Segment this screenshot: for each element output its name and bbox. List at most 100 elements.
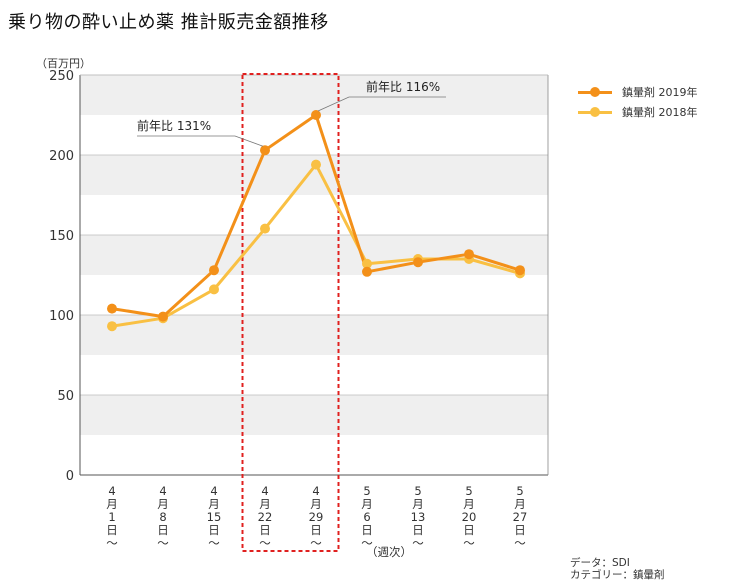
data-point <box>260 223 270 234</box>
x-tick-label-part: 月 <box>412 497 424 511</box>
x-tick-label-part: 4 <box>108 484 115 498</box>
source-note: データ：SDI カテゴリー：鎮暈剤 <box>570 557 665 581</box>
series-points <box>107 110 525 332</box>
x-tick-label-part: 29 <box>309 510 324 524</box>
x-tick-label-part: 22 <box>258 510 273 524</box>
background-band <box>80 75 548 115</box>
data-point <box>362 258 372 269</box>
x-tick-label-part: 月 <box>259 497 271 511</box>
x-tick-label-part: 日 <box>463 523 475 537</box>
y-tick-label: 50 <box>57 389 74 404</box>
x-tick-label-part: 日 <box>259 523 271 537</box>
data-point <box>260 145 270 156</box>
x-tick-label-part: 5 <box>516 484 523 498</box>
x-tick-label-part: 13 <box>411 510 426 524</box>
x-tick-label-part: 月 <box>157 497 169 511</box>
y-tick-label: 150 <box>49 229 74 244</box>
x-tick-label-part: 4 <box>261 484 268 498</box>
data-point <box>107 321 117 332</box>
x-tick-label-part: 5 <box>363 484 370 498</box>
highlight-box-group <box>241 73 340 552</box>
series-line <box>110 113 522 319</box>
x-tick-label-part: ～ <box>310 536 322 550</box>
legend-item: 鎮暈剤 2018年 <box>578 102 698 122</box>
data-point <box>107 303 117 314</box>
annotation-label: 前年比 116% <box>366 79 440 94</box>
x-tick-label-part: 5 <box>465 484 472 498</box>
x-tick-label-part: 5 <box>414 484 421 498</box>
x-tick-label-part: ～ <box>259 536 271 550</box>
x-tick-label-part: 月 <box>208 497 220 511</box>
annotation-label: 前年比 131% <box>137 118 211 133</box>
x-tick-label-part: 8 <box>159 510 166 524</box>
x-tick-label-part: 6 <box>363 510 370 524</box>
x-tick-label-part: 月 <box>514 497 526 511</box>
legend-swatch <box>578 106 612 118</box>
x-tick-label-part: 月 <box>463 497 475 511</box>
series-lines <box>110 113 522 328</box>
highlight-box <box>241 73 340 552</box>
x-tick-label-part: 月 <box>361 497 373 511</box>
data-point <box>311 110 321 120</box>
x-tick-label-part: 20 <box>462 510 477 524</box>
x-tick-labels: 4月1日～4月8日～4月15日～4月22日～4月29日～5月6日～5月13日～5… <box>106 484 527 550</box>
x-tick-label-part: 日 <box>310 523 322 537</box>
x-tick-label-part: ～ <box>463 536 475 550</box>
background-band <box>80 395 548 435</box>
x-tick-label-part: ～ <box>208 536 220 550</box>
legend-swatch <box>578 86 612 98</box>
x-tick-label-part: ～ <box>106 536 118 550</box>
data-point <box>464 249 474 260</box>
y-tick-label: 200 <box>49 149 74 164</box>
legend-item: 鎮暈剤 2019年 <box>578 82 698 102</box>
x-tick-label-part: 日 <box>208 523 220 537</box>
x-tick-label-part: 日 <box>157 523 169 537</box>
data-point <box>362 266 372 277</box>
data-point <box>209 265 219 276</box>
source-data: データ：SDI <box>570 557 630 569</box>
x-tick-label-part: ～ <box>412 536 424 550</box>
x-tick-label-part: 日 <box>412 523 424 537</box>
y-axis-unit-label: （百万円） <box>36 57 91 70</box>
data-point <box>413 257 423 268</box>
x-tick-label-part: 4 <box>312 484 319 498</box>
annotations: 前年比 131% 前年比 116% <box>137 79 446 147</box>
x-tick-label-part: 日 <box>361 523 373 537</box>
y-tick-label: 250 <box>49 69 74 84</box>
x-axis-unit-label: （週次） <box>366 545 412 559</box>
legend: 鎮暈剤 2019年 鎮暈剤 2018年 <box>578 82 698 122</box>
x-tick-label-part: ～ <box>514 536 526 550</box>
background-band <box>80 315 548 355</box>
x-tick-label-part: 27 <box>513 510 528 524</box>
data-point <box>158 311 168 322</box>
legend-label: 鎮暈剤 2018年 <box>622 106 698 119</box>
data-point <box>311 159 321 170</box>
data-point <box>515 265 525 276</box>
source-category: カテゴリー：鎮暈剤 <box>570 569 665 581</box>
x-tick-label-part: 15 <box>207 510 222 524</box>
y-tick-label: 0 <box>66 469 74 484</box>
x-tick-label-part: 月 <box>106 497 118 511</box>
annotation-leader <box>137 135 264 147</box>
x-tick-label-part: 日 <box>514 523 526 537</box>
background-band <box>80 235 548 275</box>
annotation-leader <box>317 96 446 112</box>
x-tick-label-part: 1 <box>108 510 115 524</box>
x-tick-label-part: 4 <box>159 484 166 498</box>
x-tick-label-part: ～ <box>361 536 373 550</box>
x-tick-label-part: ～ <box>157 536 169 550</box>
legend-label: 鎮暈剤 2019年 <box>622 86 698 99</box>
x-tick-label-part: 月 <box>310 497 322 511</box>
y-tick-labels: 0 50 100 150 200 250 <box>49 69 74 484</box>
chart-title: 乗り物の酔い止め薬 推計販売金額推移 <box>8 12 329 33</box>
